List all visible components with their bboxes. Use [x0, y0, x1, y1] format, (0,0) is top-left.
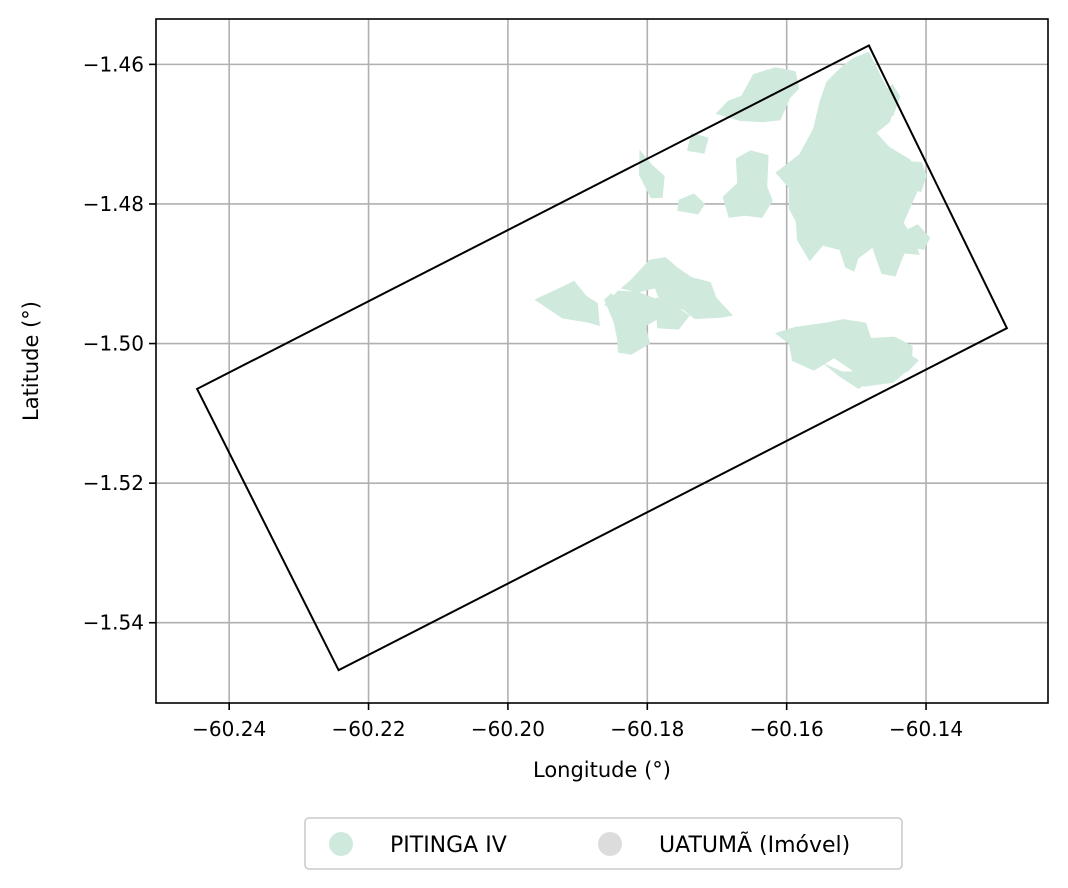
legend-swatch-uatuma-imovel — [598, 832, 622, 856]
x-axis-ticks: −60.24 −60.22 −60.20 −60.18 −60.16 −60.14 — [192, 703, 963, 741]
pitinga-iv-patch-10 — [620, 257, 733, 320]
pitinga-iv-patch-3 — [874, 83, 901, 116]
plot-frame — [155, 18, 1049, 704]
y-tick-label-4: −1.54 — [83, 611, 144, 635]
pitinga-iv-patch-7 — [638, 149, 665, 199]
legend-label-pitinga-iv: PITINGA IV — [390, 833, 507, 858]
legend-label-uatuma-imovel: UATUMÃ (Imóvel) — [659, 831, 850, 858]
grid-lines — [156, 19, 1048, 703]
y-tick-label-1: −1.48 — [83, 192, 144, 216]
x-tick-label-5: −60.14 — [889, 717, 963, 741]
pitinga-iv-patch-2 — [903, 160, 927, 193]
x-tick-label-1: −60.22 — [332, 717, 406, 741]
y-axis-ticks: −1.46 −1.48 −1.50 −1.52 −1.54 — [83, 52, 156, 635]
pitinga-iv-patch-16 — [887, 348, 920, 373]
y-axis-label: Latitude (°) — [19, 301, 43, 421]
property-boundary — [195, 44, 1009, 672]
pitinga-iv-patch-4 — [722, 150, 773, 218]
map-layers — [534, 51, 931, 389]
y-tick-label-2: −1.50 — [83, 332, 144, 356]
legend: PITINGA IV UATUMÃ (Imóvel) — [304, 817, 903, 870]
x-tick-label-2: −60.20 — [471, 717, 545, 741]
pitinga-iv-patch-1 — [715, 67, 800, 123]
y-tick-label-0: −1.46 — [83, 52, 144, 76]
pitinga-iv-patch-13 — [534, 280, 600, 327]
pitinga-iv-patch-8 — [907, 224, 931, 250]
x-axis-label: Longitude (°) — [533, 758, 671, 782]
pitinga-iv-patch-12 — [604, 293, 651, 355]
pitinga-iv-patch-5 — [687, 132, 709, 154]
y-tick-label-3: −1.52 — [83, 471, 144, 495]
pitinga-iv-patch-6 — [677, 193, 706, 215]
pitinga-iv-patch-11 — [655, 297, 690, 330]
x-tick-label-0: −60.24 — [192, 717, 266, 741]
layer-pitinga-iv — [534, 51, 931, 389]
pitinga-iv-patch-15 — [822, 363, 871, 389]
legend-swatch-pitinga-iv — [329, 832, 353, 856]
x-tick-label-3: −60.18 — [610, 717, 684, 741]
x-tick-label-4: −60.16 — [750, 717, 824, 741]
pitinga-iv-patch-14 — [774, 319, 913, 387]
